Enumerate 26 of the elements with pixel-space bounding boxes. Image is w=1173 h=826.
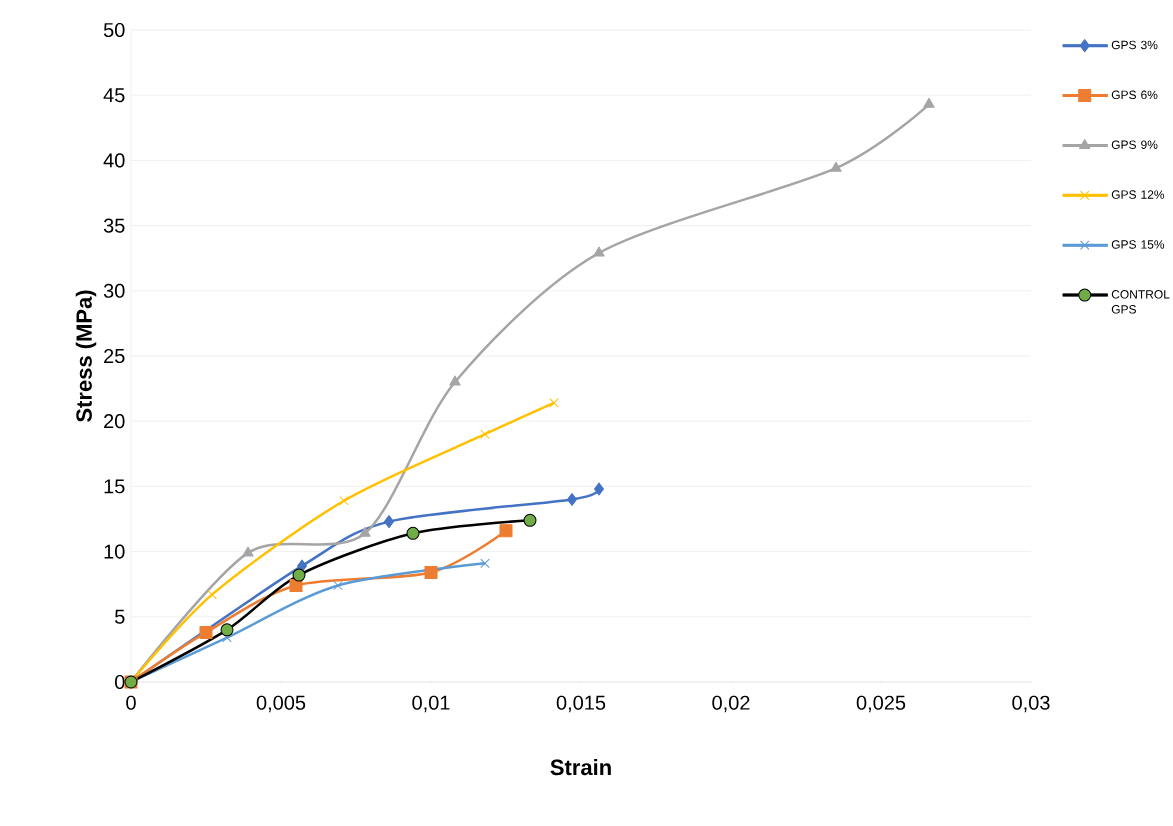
x-tick-label: 0,03 <box>1012 695 1050 713</box>
y-tick-label: 15 <box>104 479 125 494</box>
x-tick-label: 0,02 <box>712 695 750 713</box>
x-tick-label: 0 <box>126 695 136 710</box>
y-tick-label: 25 <box>104 348 125 364</box>
legend-label: CONTROL GPS <box>1111 290 1170 314</box>
x-axis-title: Strain <box>550 759 611 776</box>
x-tick-label: 0,025 <box>856 695 906 713</box>
y-tick-label: 20 <box>104 414 125 429</box>
legend-label: GPS 9% <box>1111 140 1158 149</box>
y-tick-label: 5 <box>115 609 125 624</box>
legend-label: GPS 15% <box>1111 240 1165 249</box>
x-tick-label: 0,01 <box>412 695 450 713</box>
y-tick-label: 40 <box>103 153 125 168</box>
y-tick-label: 10 <box>104 544 125 559</box>
y-tick-label: 45 <box>103 88 125 103</box>
legend-label: GPS 3% <box>1111 40 1158 50</box>
y-tick-label: 50 <box>103 22 125 38</box>
y-tick-label: 30 <box>103 283 125 298</box>
y-axis-title: Stress (MPa) <box>75 290 97 422</box>
legend-label: GPS 6% <box>1111 90 1158 100</box>
y-tick-label: 35 <box>103 218 125 233</box>
legend-label: GPS 12% <box>1111 190 1165 199</box>
x-tick-label: 0,015 <box>556 695 606 713</box>
y-tick-label: 0 <box>115 674 125 690</box>
x-tick-label: 0,005 <box>256 695 306 713</box>
